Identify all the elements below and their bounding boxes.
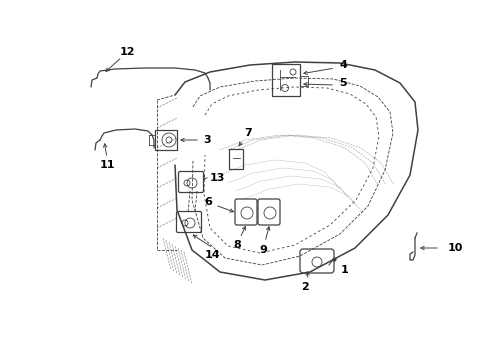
Bar xyxy=(155,130,177,150)
Text: 7: 7 xyxy=(244,128,251,138)
Text: 5: 5 xyxy=(339,78,346,88)
Text: 14: 14 xyxy=(205,250,221,260)
Text: 1: 1 xyxy=(341,265,348,275)
Text: 9: 9 xyxy=(259,245,266,255)
Text: 3: 3 xyxy=(203,135,210,145)
Bar xyxy=(271,64,299,96)
Text: 4: 4 xyxy=(338,60,346,70)
Text: 2: 2 xyxy=(301,282,308,292)
Bar xyxy=(228,149,243,169)
Text: 10: 10 xyxy=(447,243,462,253)
Text: 11: 11 xyxy=(99,160,115,170)
Text: 8: 8 xyxy=(233,240,241,250)
Text: 6: 6 xyxy=(203,197,211,207)
Text: 12: 12 xyxy=(119,47,135,57)
Text: 13: 13 xyxy=(209,173,224,183)
